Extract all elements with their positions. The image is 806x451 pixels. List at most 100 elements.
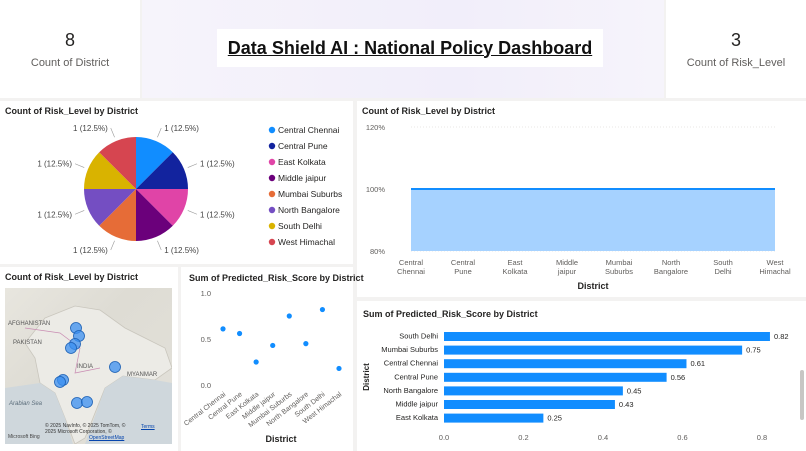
bar-data-label: 0.45 [627,386,642,395]
scatter-point[interactable] [336,365,342,372]
pie-data-label: 1 (12.5%) [37,160,72,169]
sea-area [5,383,73,444]
scatter-point[interactable] [286,313,292,319]
x-tick-label: Suburbs [605,267,633,276]
legend-marker [268,238,276,246]
map-bubble[interactable] [65,342,77,354]
pie-leader-line [187,210,198,215]
bar[interactable] [444,400,615,409]
map-bubble[interactable] [109,361,121,373]
x-tick-label: Mumbai [606,258,633,267]
scatter-point[interactable] [270,342,276,349]
pie-slice[interactable] [136,152,188,189]
legend-label[interactable]: South Delhi [278,221,322,231]
bar[interactable] [444,359,687,369]
pie-data-label: 1 (12.5%) [164,124,199,133]
x-tick-label: Kolkata [502,267,528,276]
map-terms-link[interactable]: Terms [141,424,155,430]
scatter-point[interactable] [303,341,309,347]
map-label-arabian-sea: Arabian Sea [8,401,43,407]
map-bubble[interactable] [54,376,66,388]
pie-slice[interactable] [84,152,136,189]
x-tick-label: South [713,258,733,267]
scatter-point[interactable] [253,359,259,365]
kpi-label: Count of Risk_Level [686,56,786,69]
x-tick-label: Chennai [397,267,425,276]
x-tick-label: Middle [556,258,578,267]
y-tick-label: 120% [366,123,386,132]
x-tick-label: East [507,258,523,267]
attribution-line: 2025 Microsoft Corporation, © [45,429,112,435]
legend-label[interactable]: West Himachal [278,237,335,247]
map-bubble[interactable] [71,397,83,409]
pie-data-label: 1 (12.5%) [73,246,108,255]
bar[interactable] [444,332,770,341]
x-tick-label: 0.2 [518,433,528,442]
x-tick-label: Delhi [714,267,731,276]
y-category-label: East Kolkata [396,413,439,422]
bar-data-label: 0.56 [671,373,686,382]
legend-label[interactable]: Mumbai Suburbs [278,189,342,199]
pie-slice[interactable] [136,189,173,241]
pie-slice[interactable] [99,189,136,241]
pie-slice[interactable] [99,137,136,189]
kpi-card-district-count[interactable]: 8 Count of District [0,0,140,98]
pie-leader-line [157,240,162,251]
pie-slice[interactable] [136,189,188,226]
bar-data-label: 0.43 [619,400,634,409]
y-tick-label: 0.5 [201,335,211,344]
bar-data-label: 0.61 [690,359,705,368]
legend-marker [268,174,276,182]
hbar-chart-visual[interactable]: Sum of Predicted_Risk_Score by District … [357,301,806,451]
scatter-chart-visual[interactable]: Sum of Predicted_Risk_Score by District … [181,267,364,451]
visual-title: Sum of Predicted_Risk_Score by District [189,273,364,283]
kpi-label: Count of District [30,56,110,69]
legend-label[interactable]: Middle jaipur [278,173,326,183]
pie-slice[interactable] [136,137,173,189]
area-chart-visual[interactable]: Count of Risk_Level by District 80% 100% 1… [357,101,806,297]
kpi-card-risk-level-count[interactable]: 3 Count of Risk_Level [666,0,806,98]
pie-slice[interactable] [84,189,136,226]
pie-data-label: 1 (12.5%) [164,246,199,255]
legend-label[interactable]: East Kolkata [278,157,326,167]
page-title: Data Shield AI : National Policy Dashboa… [227,37,593,58]
map-canvas[interactable]: AFGHANISTAN PAKISTAN INDIA MYANMAR Arabi… [5,288,172,444]
bar[interactable] [444,386,623,396]
hbar-chart: South Delhi 0.82 Mumbai Suburbs 0.75 Central… [362,332,789,443]
pie-data-label: 1 (12.5%) [37,210,72,219]
scatter-point[interactable] [319,306,326,313]
visual-title: Count of Risk_Level by District [5,106,139,116]
y-axis-title: District [362,363,371,391]
x-axis-title: District [577,281,608,291]
legend-label[interactable]: Central Chennai [278,125,340,135]
area-fill[interactable] [411,189,775,251]
page-title-box: Data Shield AI : National Policy Dashboa… [217,29,603,67]
pie-chart-visual[interactable]: Count of Risk_Level by District 1 (12.5%… [0,101,353,264]
bar[interactable] [444,413,544,423]
pie-leader-line [187,163,198,168]
scatter-point[interactable] [236,330,243,337]
y-category-label: North Bangalore [383,386,438,395]
legend-marker [268,126,276,134]
map-bubble[interactable] [81,396,93,408]
x-tick-label: Central [399,258,424,267]
kpi-value: 3 [730,29,741,50]
bar[interactable] [444,372,667,382]
bar-data-label: 0.25 [547,414,562,423]
y-category-label: Central Pune [394,372,438,381]
legend-marker [268,158,276,166]
x-tick-label: West [767,258,785,267]
x-tick-label: jaipur [557,267,577,276]
pie-leader-line [74,163,85,168]
x-tick-label: North [662,258,680,267]
attribution-line[interactable]: OpenStreetMap [89,435,125,441]
legend-marker [268,206,276,214]
legend-label[interactable]: North Bangalore [278,205,340,215]
pie-leader-line [110,240,115,251]
y-category-label: Middle jaipur [395,400,438,409]
scatter-point[interactable] [220,326,226,332]
vertical-scrollbar[interactable] [800,370,804,420]
bar[interactable] [444,345,743,355]
legend-label[interactable]: Central Pune [278,141,328,151]
x-tick-label: 0.0 [439,433,449,442]
